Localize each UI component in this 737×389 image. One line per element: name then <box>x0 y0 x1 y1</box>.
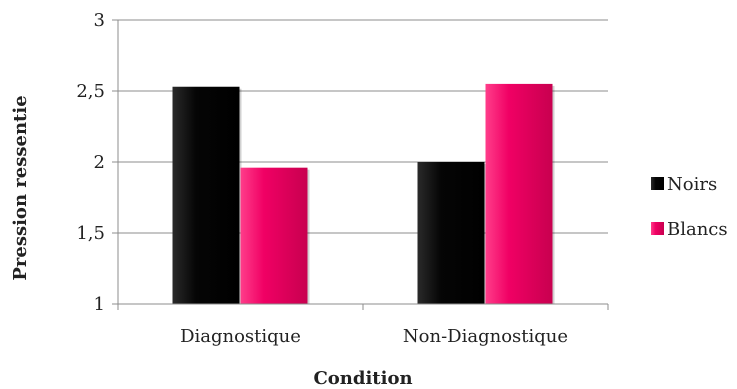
bar <box>417 162 485 304</box>
legend-label: Blancs <box>667 219 728 240</box>
bars <box>172 83 555 305</box>
x-axis-ticks: Diagnostique Non-Diagnostique <box>117 304 609 347</box>
y-tick-label: 2,5 <box>76 81 105 102</box>
y-tick-label: 1 <box>94 294 105 315</box>
y-tick-label: 3 <box>94 10 105 31</box>
bar <box>240 167 308 304</box>
y-axis-title: Pression ressentie <box>10 95 31 280</box>
legend-swatch <box>651 177 664 190</box>
legend-label: Noirs <box>667 174 717 195</box>
legend: Noirs Blancs <box>651 174 728 240</box>
bar <box>485 83 553 305</box>
y-axis-ticks: 1 1,5 2 2,5 3 <box>76 10 118 315</box>
y-tick-label: 1,5 <box>76 223 105 244</box>
legend-swatch <box>651 222 664 235</box>
x-axis-title: Condition <box>313 368 412 389</box>
y-tick-label: 2 <box>94 152 105 173</box>
bar <box>172 86 240 305</box>
x-tick-label: Non-Diagnostique <box>403 326 568 347</box>
x-tick-label: Diagnostique <box>180 326 301 347</box>
